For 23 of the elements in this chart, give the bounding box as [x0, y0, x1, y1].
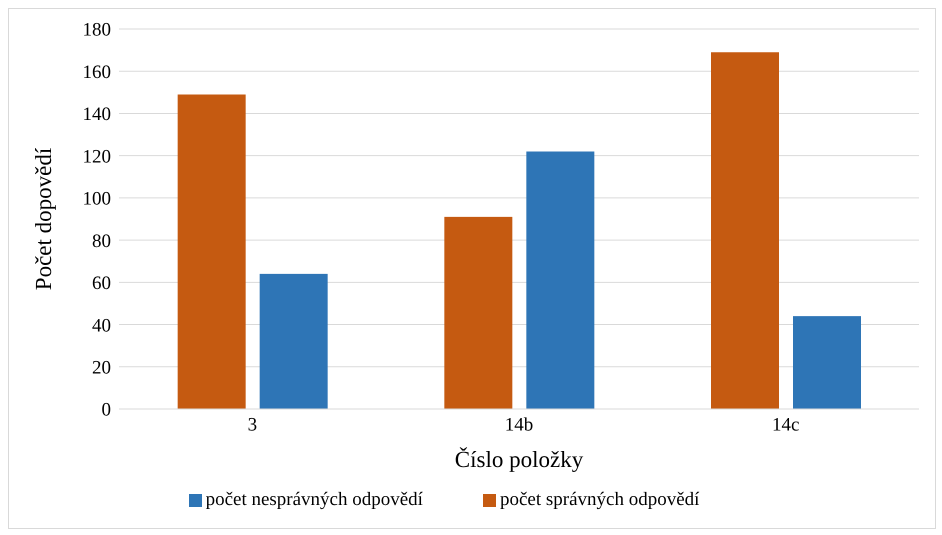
x-tick-label: 3	[248, 414, 258, 436]
bar	[526, 151, 594, 409]
y-tick-label: 160	[82, 62, 111, 83]
legend-label: počet správných odpovědí	[500, 489, 700, 510]
y-tick-label: 0	[102, 400, 111, 421]
x-tick-label: 14c	[772, 414, 800, 436]
bar	[793, 316, 861, 409]
y-axis-title: Počet dopovědí	[31, 147, 56, 290]
x-tick-label: 14b	[504, 414, 534, 436]
x-axis-title: Číslo položky	[454, 447, 584, 472]
y-tick-label: 100	[82, 188, 111, 210]
y-tick-label: 80	[92, 230, 111, 252]
bar	[178, 94, 246, 409]
bar	[711, 52, 779, 409]
y-tick-label: 60	[92, 273, 111, 294]
y-tick-label: 40	[92, 315, 111, 336]
bar	[260, 274, 328, 409]
y-tick-label: 20	[92, 358, 111, 379]
y-tick-label: 140	[82, 104, 111, 126]
y-tick-label: 120	[82, 146, 111, 168]
y-tick-label: 180	[82, 20, 111, 41]
bar	[444, 216, 512, 409]
legend-label: počet nesprávných odpovědí	[206, 489, 423, 510]
